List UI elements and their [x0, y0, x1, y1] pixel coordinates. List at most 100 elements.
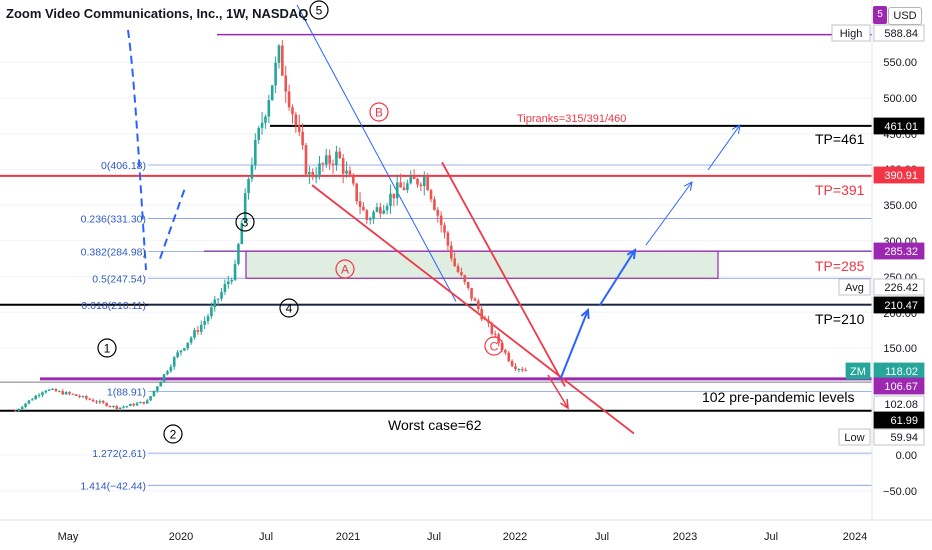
arrow-down [547, 374, 569, 409]
price-label-tag-4: Avg [845, 282, 864, 294]
price-label-tag-bg-10 [838, 428, 871, 446]
candle-body-68 [243, 193, 247, 223]
candle-body-82 [291, 107, 294, 115]
candle-body-38 [142, 401, 146, 404]
candle-body-116 [406, 183, 409, 191]
candle-body-40 [149, 396, 152, 401]
price-label-tag-bg-6 [845, 362, 871, 380]
candle-body-140 [487, 319, 490, 323]
candle-body-28 [108, 406, 112, 408]
x-tick-5: 2022 [503, 531, 527, 543]
worst-case-label: Worst case=62 [388, 417, 482, 433]
arrow-2-head [626, 248, 637, 260]
candle-body-147 [510, 360, 514, 367]
candle-body-123 [429, 190, 433, 200]
dashed-wave-line [127, 29, 147, 271]
chart-title: Zoom Video Communications, Inc., 1W, NAS… [6, 6, 309, 21]
candle-body-32 [122, 406, 125, 408]
candle-body-42 [156, 386, 159, 391]
fib-label-0: 0(406.18) [101, 160, 146, 172]
x-tick-3: 2021 [336, 531, 360, 543]
candle-body-111 [389, 193, 392, 206]
x-tick-6: Jul [595, 531, 609, 543]
candle-body-52 [189, 337, 193, 343]
candle-body-66 [237, 244, 240, 264]
fib-label-1: 0.236(331.30) [81, 213, 146, 225]
candle-body-80 [284, 75, 288, 92]
tp391-label: TP=391 [815, 182, 865, 198]
candle-body-77 [274, 62, 277, 86]
tipranks-label: Tipranks=315/391/460 [517, 113, 626, 125]
candle-body-101 [355, 183, 358, 202]
y-tick-10: −50.00 [883, 486, 917, 498]
candle-body-115 [402, 187, 406, 191]
arrow-4-head [731, 124, 741, 134]
candle-body-3 [24, 403, 27, 408]
arrow-4 [707, 124, 741, 171]
candle-body-120 [419, 184, 423, 187]
fib-label-5: 1(88.91) [107, 387, 146, 399]
price-label-bg-7 [873, 377, 925, 395]
candle-body-131 [456, 266, 460, 273]
candle-body-126 [439, 215, 443, 226]
candle-body-73 [260, 122, 264, 128]
candle-body-43 [159, 381, 163, 387]
candle-body-113 [395, 182, 399, 199]
candle-body-63 [226, 281, 230, 285]
candle-body-35 [132, 403, 135, 406]
candle-body-144 [500, 343, 504, 351]
candle-body-150 [520, 368, 524, 371]
candle-body-94 [331, 163, 335, 166]
fib-labels: 0(406.18) 0.236(331.30) 0.382(284.98) 0.5(2… [80, 160, 146, 492]
candle-body-20 [81, 396, 85, 398]
candle-body-6 [34, 395, 37, 400]
fib-label-3: 0.5(247.54) [92, 273, 146, 285]
candle-body-39 [145, 400, 149, 404]
arrow-2 [599, 249, 636, 306]
candle-body-104 [365, 210, 369, 220]
candle-body-135 [470, 287, 473, 299]
price-label-4: 226.42 [884, 282, 918, 294]
fib-label-7: 1.414(−42.44) [80, 480, 146, 492]
candle-body-90 [318, 163, 321, 177]
candle-body-0 [14, 410, 17, 412]
candle-body-59 [213, 299, 217, 308]
tp210-label: TP=210 [815, 311, 865, 327]
candle-body-133 [463, 275, 467, 282]
candle-body-97 [341, 158, 345, 174]
candle-body-71 [254, 139, 257, 166]
price-label-tag-10: Low [844, 432, 864, 444]
candle-body-149 [517, 368, 521, 370]
price-label-tag-bg-0 [831, 24, 871, 42]
candle-body-30 [115, 405, 119, 409]
y-tick-4: 350.00 [883, 200, 917, 212]
candle-body-125 [436, 209, 440, 216]
red-lower-trendline [311, 184, 635, 435]
candle-body-17 [71, 393, 75, 395]
candle-body-114 [399, 182, 402, 188]
wave-label-2: 3 [242, 216, 249, 230]
arrow-down-head [560, 398, 569, 410]
candle-body-122 [426, 176, 429, 191]
wave-label-0: 1 [104, 342, 111, 356]
price-label-bg-0 [873, 24, 925, 42]
candle-body-37 [139, 401, 142, 404]
candles [14, 40, 527, 412]
candle-body-91 [321, 163, 325, 165]
candle-body-33 [125, 405, 129, 407]
candle-body-103 [362, 206, 365, 211]
red-upper-trendline [441, 161, 566, 387]
price-label-bg-2 [873, 166, 925, 184]
candle-body-81 [287, 91, 291, 108]
candle-body-8 [41, 392, 44, 396]
candle-body-93 [328, 155, 331, 164]
candle-body-26 [101, 401, 105, 403]
wave-circle-1 [163, 424, 183, 444]
y-tick-8: 150.00 [883, 343, 917, 355]
candle-body-105 [368, 218, 372, 220]
candle-body-95 [335, 151, 338, 166]
currency-button[interactable]: USD [888, 7, 922, 25]
y-tick-9: 0.00 [896, 450, 917, 462]
candle-body-84 [297, 125, 301, 132]
candle-body-141 [490, 322, 494, 334]
